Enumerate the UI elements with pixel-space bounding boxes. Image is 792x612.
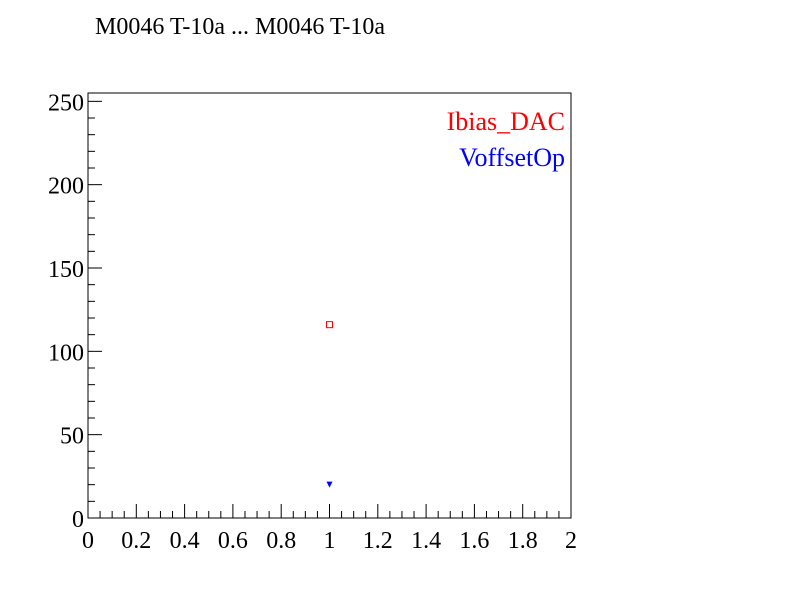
y-tick-label: 150	[48, 257, 84, 283]
x-tick-label: 0.6	[218, 528, 248, 554]
point-ibias-dac	[326, 321, 333, 329]
x-tick-label: 1	[324, 528, 336, 554]
y-tick-label: 100	[48, 340, 84, 366]
x-tick-label: 2	[565, 528, 577, 554]
x-tick-label: 0.8	[266, 528, 296, 554]
y-tick-label: 200	[48, 174, 84, 200]
x-tick-label: 1.2	[363, 528, 393, 554]
x-tick-label: 1.4	[411, 528, 441, 554]
legend: Ibias_DAC VoffsetOp	[447, 107, 565, 172]
axes: 0 0.2 0.4 0.6 0.8 1 1.2 1.4 1.6 1.8 2 0 50 100 150 200 2…	[48, 90, 577, 554]
x-tick-label: 1.6	[459, 528, 489, 554]
point-voffsetop	[326, 481, 333, 488]
y-tick-label: 0	[72, 507, 84, 533]
chart-title: M0046 T-10a ... M0046 T-10a	[95, 14, 385, 40]
legend-entry: VoffsetOp	[459, 143, 565, 172]
legend-entry: Ibias_DAC	[447, 107, 565, 136]
x-tick-label: 0	[82, 528, 94, 554]
x-tick-label: 1.8	[508, 528, 538, 554]
y-tick-label: 50	[60, 424, 84, 450]
data-marks	[326, 321, 333, 488]
x-tick-label: 0.2	[121, 528, 151, 554]
y-tick-label: 250	[48, 90, 84, 116]
x-tick-label: 0.4	[170, 528, 200, 554]
